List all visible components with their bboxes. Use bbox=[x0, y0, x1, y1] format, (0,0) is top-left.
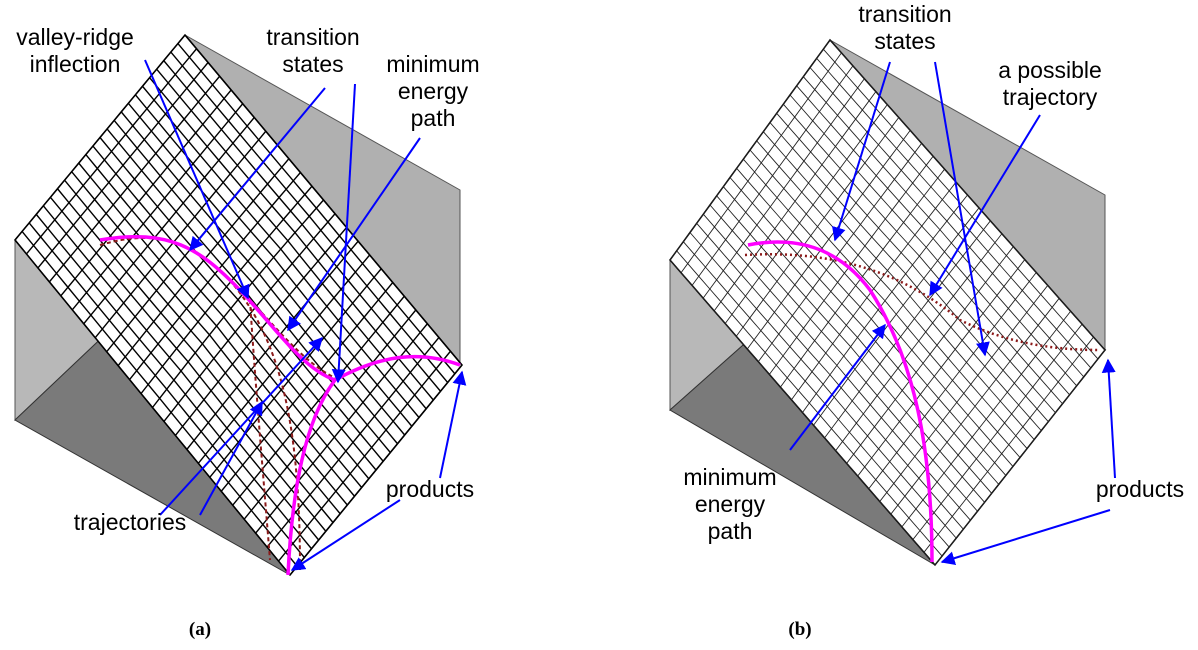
mesh-line bbox=[177, 43, 456, 375]
annotation: trajectory bbox=[1003, 84, 1098, 110]
mesh-line bbox=[912, 323, 1083, 540]
annotation: transition bbox=[266, 24, 359, 50]
panel-b-paths bbox=[744, 240, 1101, 563]
mesh-line bbox=[829, 39, 1106, 351]
mesh-line bbox=[243, 309, 417, 520]
annotation: minimum bbox=[386, 51, 479, 77]
annotation: inflection bbox=[30, 51, 121, 77]
annotation: products bbox=[386, 476, 474, 502]
mesh-line bbox=[923, 336, 1094, 553]
annotation: path bbox=[708, 518, 753, 544]
mesh-line bbox=[170, 51, 449, 383]
annotation: valley-ridge bbox=[16, 24, 134, 50]
mesh-line bbox=[266, 337, 440, 548]
annotation: a possible bbox=[998, 57, 1102, 83]
caption: (b) bbox=[788, 619, 811, 640]
mesh bbox=[14, 33, 463, 577]
mesh-line bbox=[184, 34, 463, 366]
mesh-line bbox=[289, 364, 463, 576]
mesh-line bbox=[822, 48, 1099, 360]
annotation: transition bbox=[858, 1, 951, 27]
caption: (a) bbox=[189, 619, 211, 640]
arrows bbox=[144, 59, 1116, 571]
mesh-line bbox=[816, 58, 1092, 369]
annotation: energy bbox=[398, 78, 469, 104]
mesh-line bbox=[934, 349, 1106, 566]
surfaces bbox=[14, 33, 1106, 577]
mesh-line bbox=[890, 298, 1060, 515]
mesh-line bbox=[278, 350, 451, 562]
annotation: energy bbox=[695, 491, 766, 517]
mesh-line bbox=[163, 60, 442, 392]
annotation: trajectories bbox=[74, 509, 186, 535]
mesh-line bbox=[809, 67, 1085, 378]
annotation: path bbox=[411, 105, 456, 131]
annotation: states bbox=[282, 51, 343, 77]
annotation: states bbox=[874, 28, 935, 54]
annotation: minimum bbox=[683, 464, 776, 490]
mesh bbox=[669, 38, 1106, 567]
annotation: products bbox=[1096, 476, 1184, 502]
